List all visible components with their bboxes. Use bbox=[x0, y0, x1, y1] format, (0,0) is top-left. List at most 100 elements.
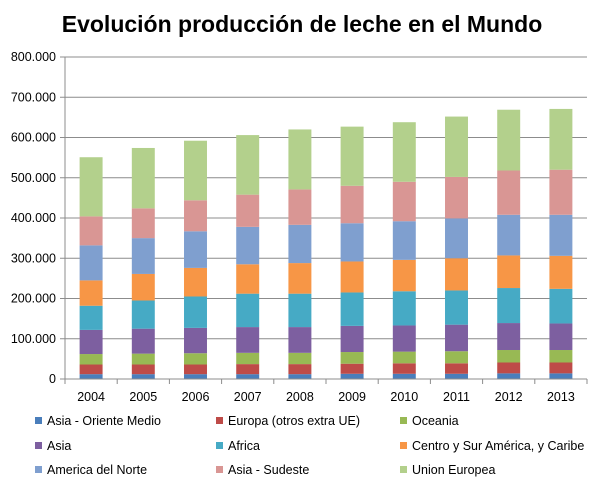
bar-segment bbox=[392, 181, 416, 222]
bar-segment bbox=[497, 109, 521, 171]
bar-segment bbox=[184, 200, 207, 232]
legend-item: Oceania bbox=[400, 414, 459, 428]
bar-segment bbox=[392, 373, 416, 379]
bar-segment bbox=[236, 293, 260, 328]
bar-segment bbox=[184, 231, 207, 268]
bar-segment bbox=[288, 129, 312, 190]
y-tick-label: 400.000 bbox=[11, 211, 56, 225]
bar-segment bbox=[497, 288, 521, 324]
bar-segment bbox=[79, 305, 103, 330]
y-axis-ticks: 0 100.000 200.000 300.000 400.000 500.000 600.… bbox=[11, 50, 65, 386]
legend-swatch bbox=[400, 466, 407, 473]
bar-segment bbox=[236, 135, 260, 195]
bar-segment bbox=[497, 170, 521, 215]
x-axis-ticks: 2004 2005 2006 2007 2008 2009 2010 2011 2012 2013 bbox=[77, 379, 588, 404]
bar-segment bbox=[340, 325, 364, 353]
bar-segment bbox=[79, 354, 103, 365]
bar-segment bbox=[236, 374, 260, 379]
bar-segment bbox=[497, 214, 521, 256]
bar-segment bbox=[236, 264, 260, 294]
bar-segment bbox=[549, 108, 573, 170]
bar-segment bbox=[549, 362, 573, 374]
bar-segment bbox=[497, 350, 521, 363]
y-tick-label: 200.000 bbox=[11, 292, 56, 306]
y-tick-label: 800.000 bbox=[11, 50, 56, 64]
bar-segment bbox=[79, 374, 103, 379]
bar-segment bbox=[79, 329, 103, 355]
bar-segment bbox=[131, 300, 155, 329]
legend-label: Asia - Oriente Medio bbox=[47, 414, 161, 428]
bar-segment bbox=[392, 363, 416, 374]
legend-label: Oceania bbox=[412, 414, 459, 428]
bars bbox=[79, 108, 573, 379]
legend-swatch bbox=[400, 417, 407, 424]
legend-swatch bbox=[216, 417, 223, 424]
x-tick-label: 2011 bbox=[443, 390, 470, 404]
bar-segment bbox=[549, 214, 573, 256]
bar-segment bbox=[340, 223, 364, 262]
bar-segment bbox=[549, 350, 573, 363]
bar-segment bbox=[131, 328, 155, 354]
bar-segment bbox=[79, 245, 103, 281]
bar-segment bbox=[445, 324, 468, 352]
bar-segment bbox=[131, 364, 155, 375]
bar-segment bbox=[340, 126, 364, 186]
bar-segment bbox=[497, 373, 521, 379]
bar-segment bbox=[445, 373, 468, 379]
bar-segment bbox=[184, 353, 207, 365]
bar-segment bbox=[445, 176, 468, 219]
bar-segment bbox=[236, 226, 260, 265]
bar-segment bbox=[131, 208, 155, 239]
bar-segment bbox=[549, 373, 573, 379]
x-tick-label: 2005 bbox=[129, 390, 157, 404]
bar-segment bbox=[445, 218, 468, 259]
bar-segment bbox=[288, 364, 312, 375]
x-tick-label: 2012 bbox=[495, 390, 523, 404]
bar-segment bbox=[131, 238, 155, 274]
bar-segment bbox=[288, 189, 312, 225]
legend-swatch bbox=[216, 466, 223, 473]
bar-segment bbox=[288, 293, 312, 328]
bar-segment bbox=[392, 325, 416, 352]
x-tick-label: 2004 bbox=[77, 390, 105, 404]
legend-label: Union Europea bbox=[412, 463, 495, 477]
y-tick-label: 500.000 bbox=[11, 171, 56, 185]
legend-swatch bbox=[35, 442, 42, 449]
legend-label: Asia - Sudeste bbox=[228, 463, 309, 477]
x-tick-label: 2006 bbox=[182, 390, 210, 404]
bar-segment bbox=[445, 258, 468, 291]
bar-segment bbox=[497, 323, 521, 351]
legend-label: America del Norte bbox=[47, 463, 147, 477]
bar-segment bbox=[340, 363, 364, 374]
legend-label: Africa bbox=[228, 439, 260, 453]
legend-item: America del Norte bbox=[35, 463, 147, 477]
bar-segment bbox=[79, 157, 103, 217]
bar-segment bbox=[131, 273, 155, 301]
bar-segment bbox=[340, 185, 364, 224]
legend-item: Africa bbox=[216, 439, 260, 453]
x-tick-label: 2007 bbox=[234, 390, 262, 404]
bar-segment bbox=[288, 263, 312, 294]
bar-segment bbox=[392, 122, 416, 182]
legend-swatch bbox=[35, 466, 42, 473]
bar-segment bbox=[288, 224, 312, 264]
bar-segment bbox=[236, 352, 260, 365]
bar-segment bbox=[184, 140, 207, 201]
bar-segment bbox=[445, 290, 468, 325]
legend-swatch bbox=[35, 417, 42, 424]
bar-segment bbox=[79, 216, 103, 246]
bar-segment bbox=[497, 362, 521, 374]
bar-segment bbox=[445, 116, 468, 177]
bar-segment bbox=[184, 267, 207, 297]
bar-segment bbox=[392, 291, 416, 326]
y-tick-label: 100.000 bbox=[11, 332, 56, 346]
bar-segment bbox=[236, 194, 260, 227]
bar-segment bbox=[392, 351, 416, 364]
bar-segment bbox=[288, 374, 312, 379]
bar-segment bbox=[392, 259, 416, 292]
bar-segment bbox=[79, 364, 103, 375]
bar-segment bbox=[445, 351, 468, 364]
bar-segment bbox=[497, 255, 521, 289]
